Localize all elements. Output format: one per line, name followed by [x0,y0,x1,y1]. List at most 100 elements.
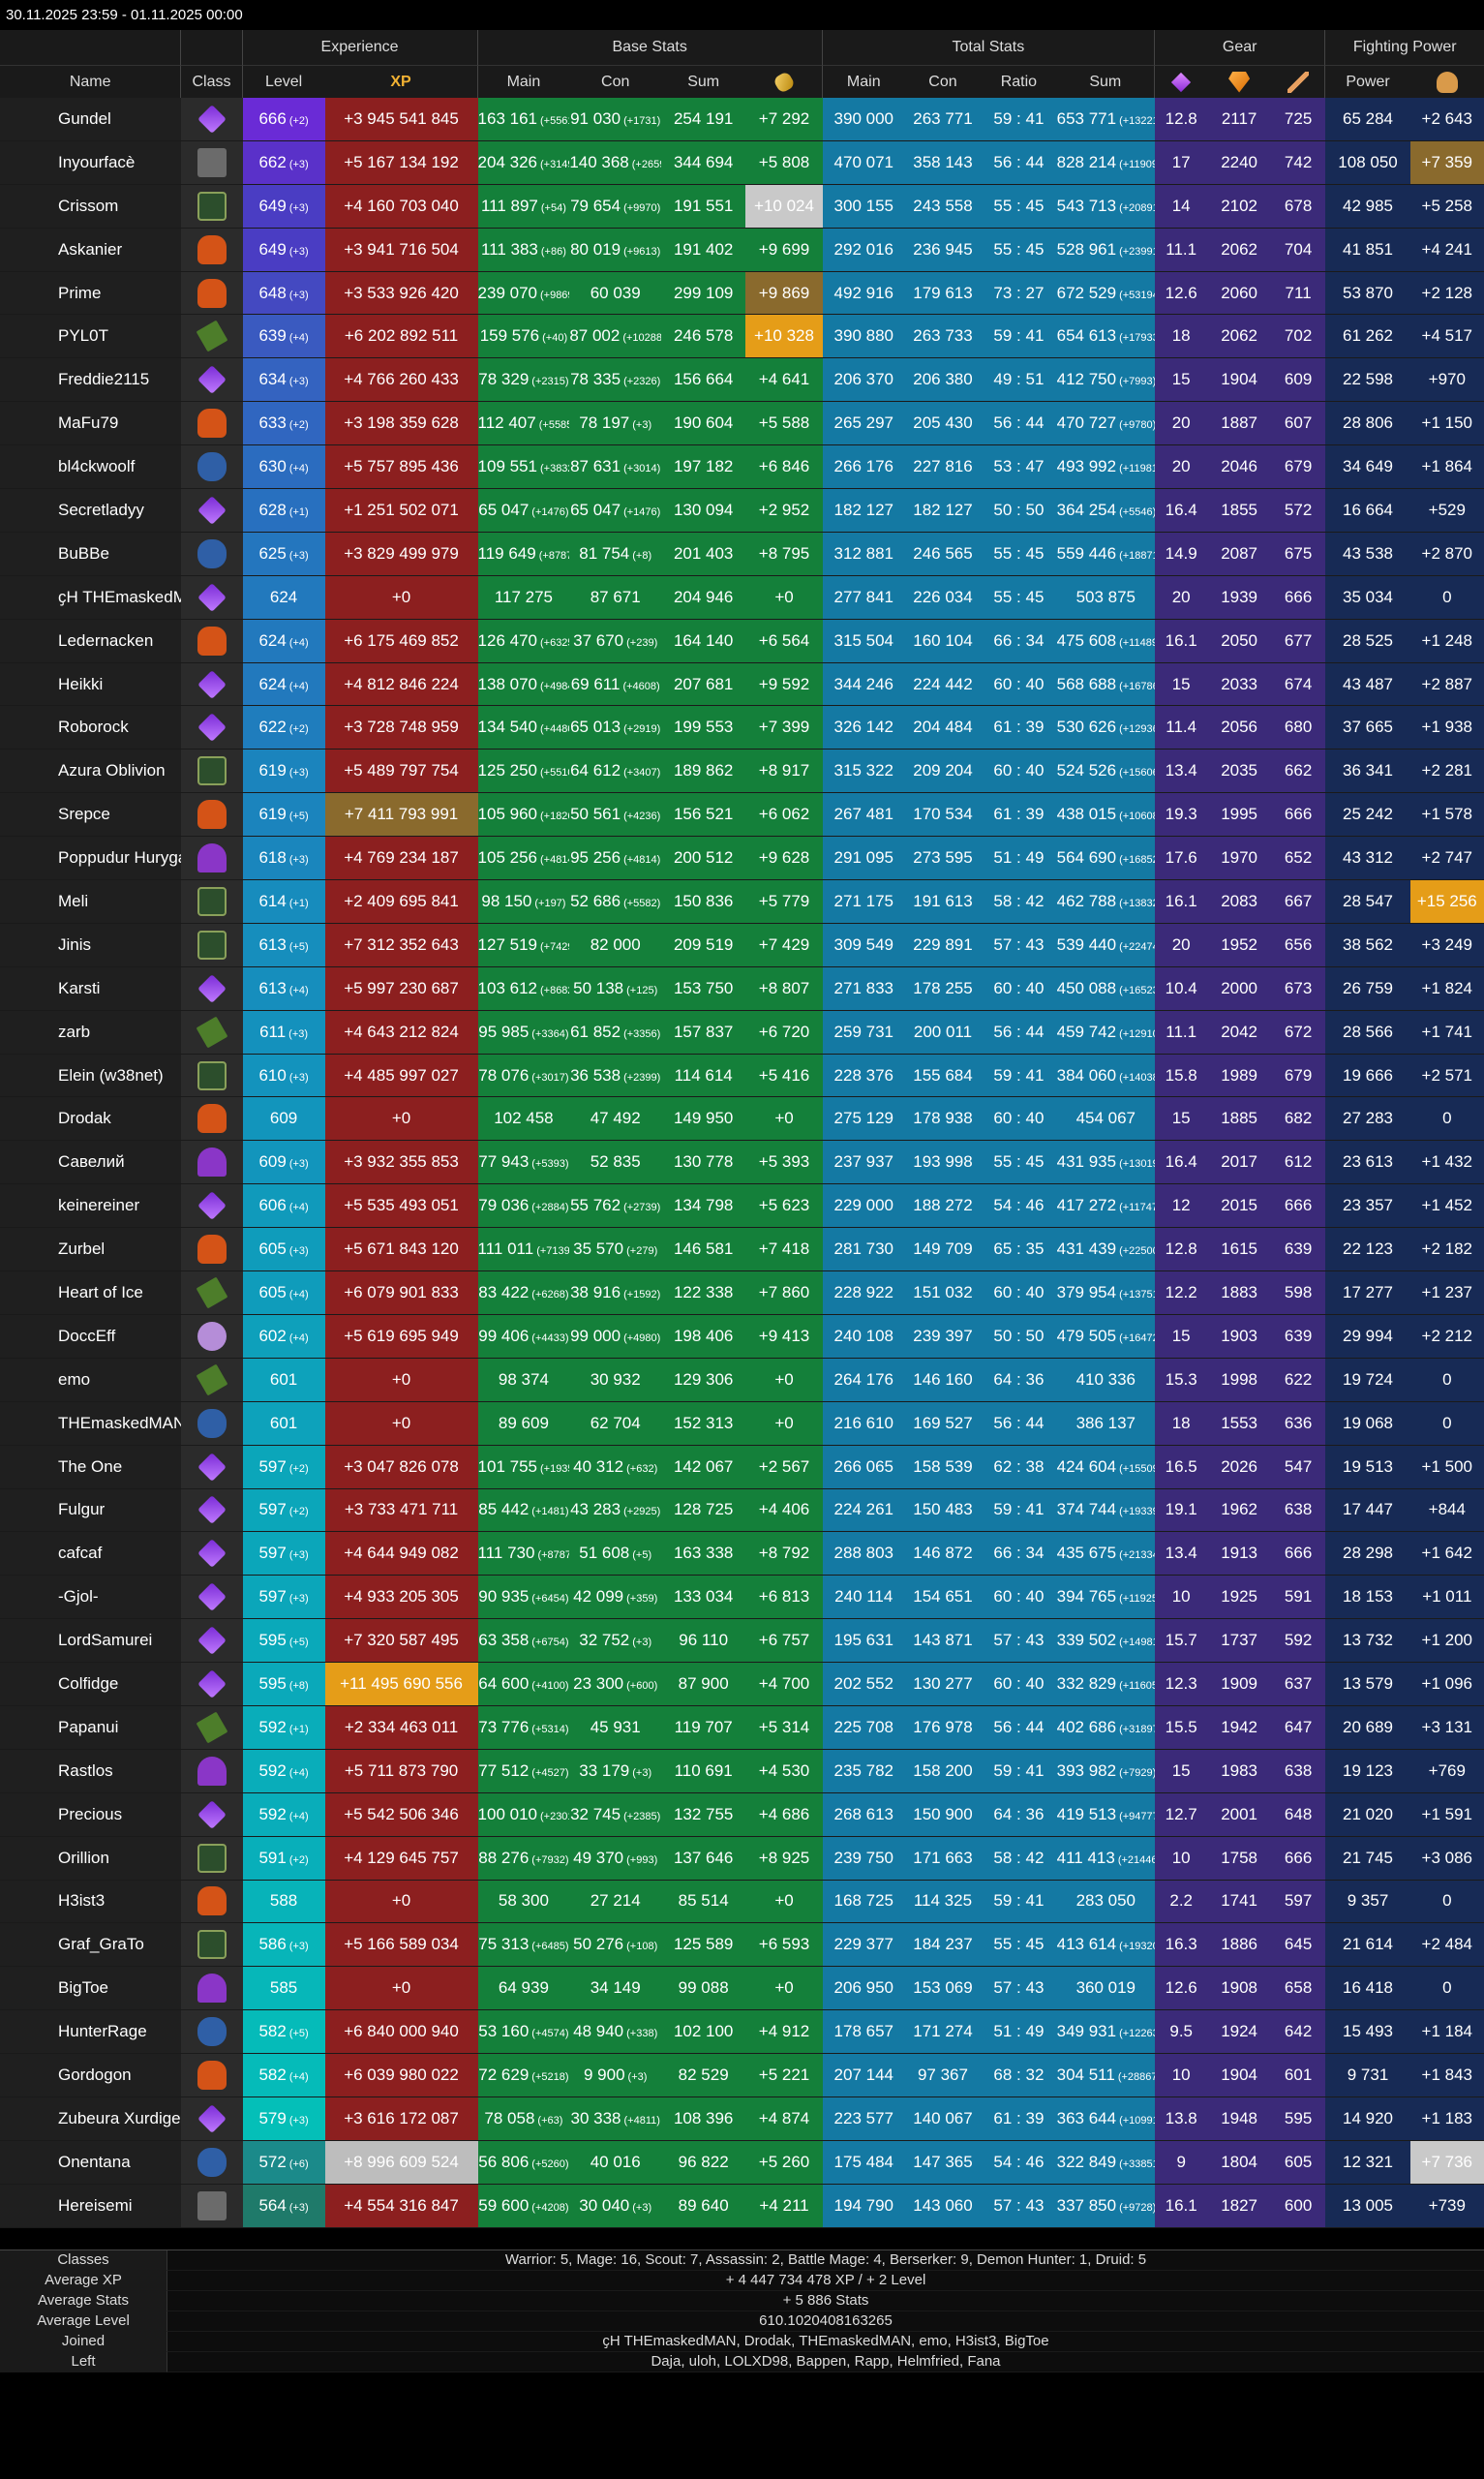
table-row[interactable]: Elein (w38net) 610 (+3) +4 485 997 027 78 07… [0,1054,1484,1098]
player-name[interactable]: H3ist3 [0,1880,182,1924]
player-name[interactable]: cafcaf [0,1532,182,1576]
table-row[interactable]: Gordogon 582 (+4) +6 039 980 022 72 629 (+521… [0,2054,1484,2097]
player-name[interactable]: Colfidge [0,1663,182,1706]
player-name[interactable]: Azura Oblivion [0,750,182,794]
player-name[interactable]: LordSamurei [0,1619,182,1664]
player-name[interactable]: Prime [0,271,182,316]
player-name[interactable]: Gordogon [0,2054,182,2097]
player-name[interactable]: Fulgur [0,1488,182,1533]
player-name[interactable]: emo [0,1358,182,1402]
player-name[interactable]: Precious [0,1792,182,1837]
table-row[interactable]: THEmaskedMAN 601 +0 89 609 62 704 152 313 +0 21… [0,1401,1484,1446]
col-gear-crystal[interactable] [1154,66,1208,98]
table-row[interactable]: Roborock 622 (+2) +3 728 748 959 134 540 (+44… [0,706,1484,750]
col-power[interactable]: Power [1325,66,1410,98]
table-row[interactable]: Hereisemi 564 (+3) +4 554 316 847 59 600 (+42… [0,2184,1484,2228]
player-name[interactable]: Poppudur Hurygad [0,837,182,881]
player-name[interactable]: Crissom [0,184,182,229]
player-name[interactable]: THEmaskedMAN [0,1401,182,1446]
table-row[interactable]: BigToe 585 +0 64 939 34 149 99 088 +0 206 950 15… [0,1967,1484,2011]
player-name[interactable]: Савелий [0,1141,182,1185]
table-row[interactable]: PYL0T 639 (+4) +6 202 892 511 159 576 (+40) 87… [0,315,1484,359]
col-total-main[interactable]: Main [822,66,905,98]
player-name[interactable]: Freddie2115 [0,358,182,403]
player-name[interactable]: BuBBe [0,532,182,576]
table-row[interactable]: Papanui 592 (+1) +2 334 463 011 73 776 (+5314… [0,1705,1484,1750]
table-row[interactable]: Fulgur 597 (+2) +3 733 471 711 85 442 (+1481)… [0,1488,1484,1533]
table-row[interactable]: HunterRage 582 (+5) +6 840 000 940 53 160 (+4… [0,2010,1484,2055]
player-name[interactable]: Secretladyy [0,489,182,533]
table-row[interactable]: Heart of Ice 605 (+4) +6 079 901 833 83 422(… [0,1271,1484,1315]
player-name[interactable]: BigToe [0,1967,182,2011]
col-base-sum[interactable]: Sum [661,66,746,98]
col-level[interactable]: Level [242,66,325,98]
player-name[interactable]: Ledernacken [0,619,182,663]
table-row[interactable]: Inyourfacè 662 (+3) +5 167 134 192 204 326 (+… [0,140,1484,185]
player-name[interactable]: -Gjol- [0,1576,182,1620]
col-power-gain[interactable] [1409,66,1484,98]
player-name[interactable]: PYL0T [0,315,182,359]
player-name[interactable]: Zubeura Xurdiger [0,2096,182,2141]
col-gold[interactable] [745,66,823,98]
player-name[interactable]: Gundel [0,98,182,141]
col-base-con[interactable]: Con [569,66,662,98]
col-gear-weapon[interactable] [1270,66,1326,98]
table-row[interactable]: Zurbel 605 (+3) +5 671 843 120 111 011 (+7139… [0,1228,1484,1272]
table-row[interactable]: DoccEff 602 (+4) +5 619 695 949 99 406 (+4433… [0,1314,1484,1359]
table-row[interactable]: Orillion 591 (+2) +4 129 645 757 88 276 (+793… [0,1836,1484,1881]
col-total-sum[interactable]: Sum [1056,66,1155,98]
player-name[interactable]: Hereisemi [0,2184,182,2228]
table-row[interactable]: emo 601 +0 98 374 30 932 129 306 +0 264 176 146 … [0,1358,1484,1402]
col-total-con[interactable]: Con [904,66,982,98]
player-name[interactable]: ҫH THEmaskedMAN [0,575,182,620]
table-row[interactable]: zarb 611 (+3) +4 643 212 824 95 985 (+3364) 61… [0,1010,1484,1055]
table-row[interactable]: Azura Oblivion 619 (+3) +5 489 797 754 125 2… [0,750,1484,794]
table-row[interactable]: Secretladyy 628 (+1) +1 251 502 071 65 047 (+… [0,489,1484,533]
player-name[interactable]: Zurbel [0,1228,182,1272]
player-name[interactable]: The One [0,1445,182,1489]
table-row[interactable]: Poppudur Hurygad618(+3)+4 769 234 187105… [0,837,1484,881]
table-row[interactable]: Zubeura Xurdiger 579 (+3) +3 616 172 087 78 … [0,2096,1484,2141]
table-row[interactable]: Graf_GraTo 586 (+3) +5 166 589 034 75 313 (+6… [0,1923,1484,1968]
player-name[interactable]: Graf_GraTo [0,1923,182,1968]
player-name[interactable]: Onentana [0,2140,182,2185]
table-row[interactable]: Ledernacken 624 (+4) +6 175 469 852 126 470(… [0,619,1484,663]
table-row[interactable]: keinereiner 606 (+4) +5 535 493 051 79 036 (+… [0,1184,1484,1229]
table-row[interactable]: Precious 592 (+4) +5 542 506 346 100 010 (+23… [0,1792,1484,1837]
player-name[interactable]: Askanier [0,228,182,272]
player-name[interactable]: DoccEff [0,1314,182,1359]
table-row[interactable]: Савелий 609 (+3) +3 932 355 853 77 943 (+5393… [0,1141,1484,1185]
player-name[interactable]: Drodak [0,1097,182,1142]
player-name[interactable]: HunterRage [0,2010,182,2055]
table-row[interactable]: Colfidge 595 (+8) +11 495 690 556 64 600 (+41… [0,1663,1484,1706]
table-row[interactable]: The One 597 (+2) +3 047 826 078 101 755 (+193… [0,1445,1484,1489]
table-row[interactable]: Meli 614 (+1) +2 409 695 841 98 150 (+197) 52 … [0,880,1484,924]
player-name[interactable]: Heart of Ice [0,1271,182,1315]
player-name[interactable]: Srepce [0,793,182,838]
col-name[interactable]: Name [0,66,182,98]
player-name[interactable]: Inyourfacè [0,140,182,185]
player-name[interactable]: Karsti [0,966,182,1011]
table-row[interactable]: Crissom 649 (+3) +4 160 703 040 111 897 (+54)… [0,184,1484,229]
player-name[interactable]: bl4ckwoolf [0,445,182,490]
player-name[interactable]: Heikki [0,662,182,707]
col-ratio[interactable]: Ratio [981,66,1057,98]
player-name[interactable]: Papanui [0,1705,182,1750]
player-name[interactable]: Roborock [0,706,182,750]
player-name[interactable]: Meli [0,880,182,924]
player-name[interactable]: Orillion [0,1836,182,1881]
player-name[interactable]: zarb [0,1010,182,1055]
player-name[interactable]: keinereiner [0,1184,182,1229]
table-row[interactable]: LordSamurei 595 (+5) +7 320 587 495 63 358 (+… [0,1619,1484,1664]
table-row[interactable]: Rastlos 592 (+4) +5 711 873 790 77 512 (+4527… [0,1749,1484,1793]
col-gear-gem[interactable] [1207,66,1271,98]
